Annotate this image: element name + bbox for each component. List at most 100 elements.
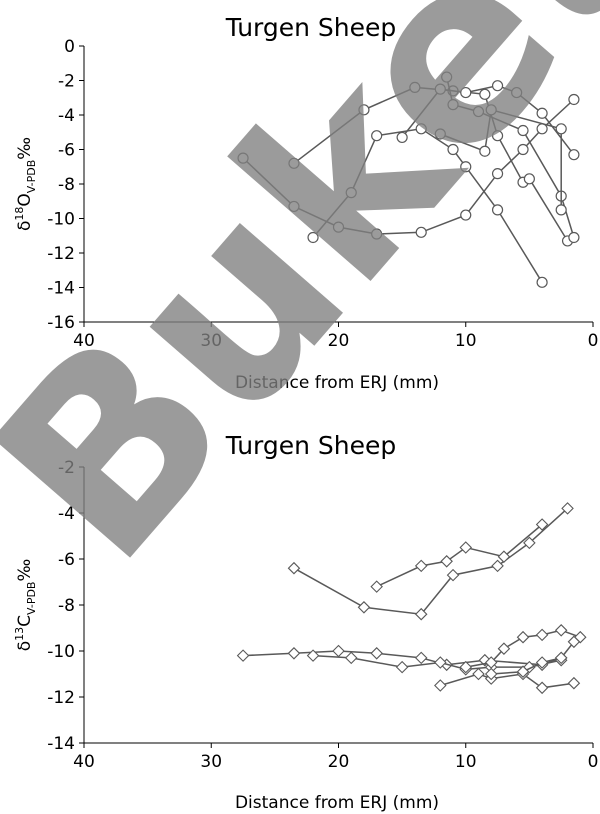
data-point (306, 649, 320, 662)
data-point (568, 149, 580, 161)
data-point (332, 644, 345, 658)
data-point (472, 105, 485, 118)
y-tick-label: 0 (64, 37, 75, 57)
y-tick-label: -12 (47, 244, 75, 264)
data-point (516, 665, 530, 678)
data-point (345, 187, 357, 199)
data-point (511, 86, 523, 99)
data-point (440, 555, 453, 568)
data-point (460, 161, 472, 173)
carbon-chart: Turgen Sheep Distance from ERJ (mm) δ13C… (13, 431, 598, 813)
data-point (357, 601, 371, 614)
series-line (242, 98, 575, 235)
y-tick-label: -10 (47, 642, 75, 662)
y-tick-label: -14 (47, 734, 75, 754)
data-point (441, 71, 453, 83)
y-axis-title: δ18OV-PDB‰ (13, 137, 38, 231)
data-point (567, 676, 581, 690)
x-tick-label: 30 (200, 331, 222, 351)
x-tick-label: 30 (200, 752, 222, 772)
data-point (484, 667, 498, 681)
data-point (370, 580, 383, 593)
y-tick-label: -8 (58, 175, 75, 195)
x-axis-title: Distance from ERJ (mm) (235, 373, 439, 393)
data-point (568, 93, 580, 106)
data-point (491, 80, 504, 92)
data-point (447, 143, 459, 156)
data-point (288, 200, 300, 213)
data-point (479, 88, 491, 100)
data-point (491, 204, 504, 216)
series-line (293, 507, 569, 615)
data-point (491, 168, 504, 180)
data-point (371, 228, 383, 240)
data-point (358, 104, 370, 116)
x-tick-label: 0 (588, 752, 599, 772)
data-point (479, 145, 491, 157)
x-tick-label: 20 (328, 331, 350, 351)
data-point (332, 221, 345, 233)
data-point (434, 83, 446, 95)
data-point (371, 130, 383, 142)
data-point (561, 502, 574, 515)
chart-title: Turgen Sheep (225, 13, 397, 42)
data-point (555, 204, 567, 216)
data-point (567, 635, 581, 649)
x-tick-label: 20 (328, 752, 350, 772)
data-point (287, 647, 301, 660)
data-point (307, 231, 319, 244)
data-point (491, 559, 504, 573)
data-point (396, 131, 408, 144)
data-point (288, 157, 300, 169)
data-point (568, 231, 580, 244)
y-tick-label: -2 (58, 458, 75, 478)
data-point (485, 104, 497, 116)
data-point (414, 559, 428, 573)
data-point (434, 679, 447, 692)
data-point (536, 107, 548, 119)
data-point (446, 568, 460, 582)
y-tick-label: -10 (47, 210, 75, 230)
data-point (460, 86, 472, 99)
data-point (447, 99, 459, 111)
data-point (472, 667, 485, 681)
y-tick-label: -12 (47, 688, 75, 708)
data-point (535, 628, 549, 642)
data-point (459, 541, 473, 554)
x-tick-label: 40 (73, 752, 95, 772)
data-point (459, 660, 473, 674)
x-axis-title: Distance from ERJ (mm) (235, 793, 439, 813)
data-point (287, 561, 301, 575)
data-point (460, 209, 472, 221)
data-point (535, 656, 549, 669)
data-point (344, 651, 358, 665)
y-tick-label: -6 (58, 141, 75, 161)
y-axis-title: δ13CV-PDB‰ (13, 559, 38, 652)
data-point (555, 123, 567, 135)
data-point (517, 143, 529, 156)
series-line (440, 673, 575, 689)
data-point (434, 656, 447, 669)
oxygen-chart: Turgen Sheep Distance from ERJ (mm) δ18O… (13, 13, 598, 393)
data-point (491, 130, 504, 142)
y-tick-label: -6 (58, 550, 75, 570)
data-point (414, 651, 428, 665)
data-point (536, 276, 548, 288)
data-point (236, 649, 250, 662)
data-point (517, 124, 529, 137)
x-tick-label: 40 (73, 331, 95, 351)
data-point (535, 681, 549, 695)
data-point (554, 651, 568, 665)
data-point (554, 624, 568, 637)
y-tick-label: -14 (47, 279, 75, 299)
series-line (376, 523, 543, 588)
data-point (516, 630, 530, 644)
y-tick-label: -16 (47, 313, 75, 333)
data-point (434, 128, 446, 140)
y-tick-label: -4 (58, 504, 75, 524)
data-point (523, 173, 535, 185)
y-tick-label: -4 (58, 106, 75, 126)
data-point (414, 607, 428, 621)
series-line (312, 128, 543, 283)
y-tick-label: -2 (58, 72, 75, 92)
